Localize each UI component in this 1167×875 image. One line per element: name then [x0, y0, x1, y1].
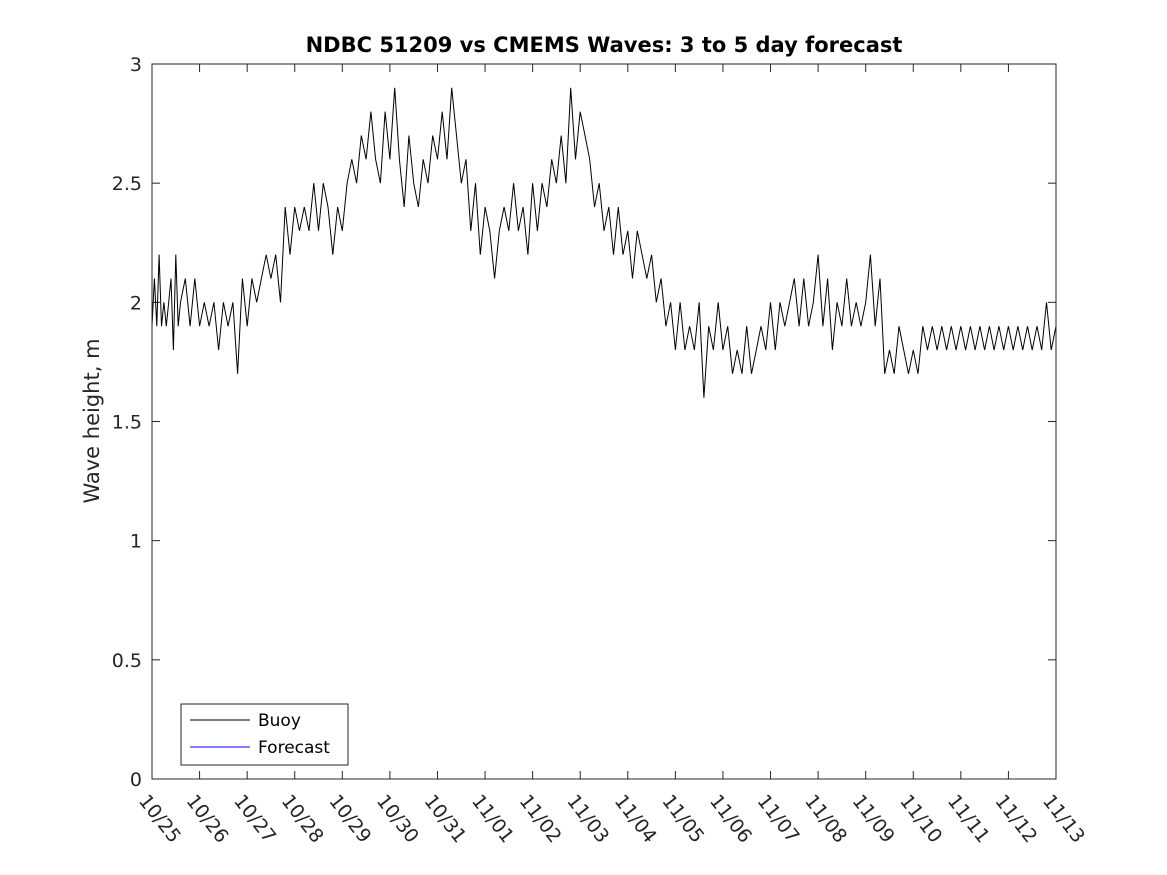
- y-tick-label: 1.5: [112, 412, 142, 434]
- y-axis-label: Wave height, m: [80, 338, 104, 503]
- y-tick-label: 0: [130, 769, 142, 791]
- y-axis: 0 0.5 1 1.5 2 2.5 3: [112, 54, 1056, 791]
- plot-area: [152, 64, 1056, 779]
- y-tick-label: 1: [130, 531, 142, 553]
- chart-title: NDBC 51209 vs CMEMS Waves: 3 to 5 day fo…: [306, 33, 903, 57]
- legend: Buoy Forecast: [180, 703, 349, 766]
- legend-forecast-label: Forecast: [258, 738, 330, 758]
- y-tick-label: 2: [130, 292, 142, 314]
- y-tick-label: 3: [130, 54, 142, 76]
- legend-box: [180, 703, 349, 766]
- legend-buoy-label: Buoy: [258, 711, 301, 731]
- buoy-series: [151, 87, 1057, 398]
- y-tick-label: 0.5: [112, 650, 142, 672]
- y-tick-label: 2.5: [112, 173, 142, 195]
- plot-frame: [151, 63, 1057, 780]
- buoy-line: [151, 87, 1057, 398]
